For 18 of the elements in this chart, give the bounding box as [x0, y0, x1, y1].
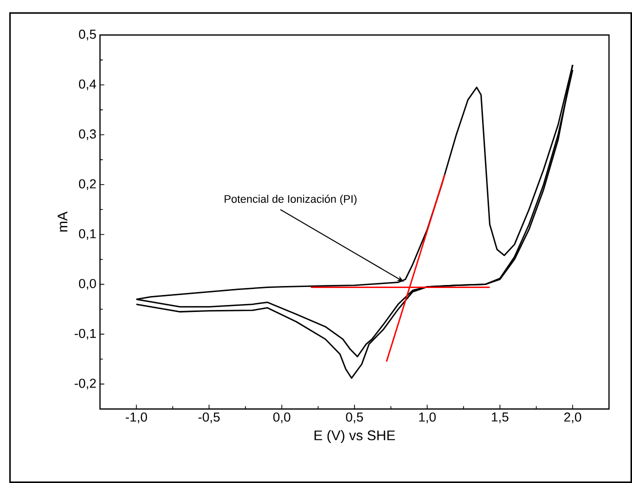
annotation: Potencial de Ionización (PI): [224, 194, 357, 206]
x-tick-label: 0,5: [346, 412, 363, 424]
y-tick-label: 0,2: [78, 179, 96, 190]
y-tick-label: 0,1: [78, 229, 96, 240]
x-axis-title: E (V) vs SHE: [314, 430, 395, 444]
x-tick-label: 1,0: [419, 412, 436, 424]
y-tick-label: 0,4: [78, 80, 96, 90]
x-tick-label: 2,0: [564, 412, 582, 424]
y-axis-title: mA: [58, 212, 68, 232]
x-tick-label: -0,5: [198, 412, 220, 424]
y-tick-label: -0,2: [74, 378, 96, 390]
y-tick-label: 0,5: [78, 30, 96, 40]
y-tick-label: -0,1: [74, 328, 96, 340]
y-tick-label: 0,0: [78, 278, 96, 290]
x-tick-label: -1,0: [126, 412, 148, 424]
x-tick-label: 1,5: [492, 412, 508, 424]
y-tick-label: 0,3: [78, 129, 96, 140]
x-tick-label: 0,0: [273, 412, 290, 424]
